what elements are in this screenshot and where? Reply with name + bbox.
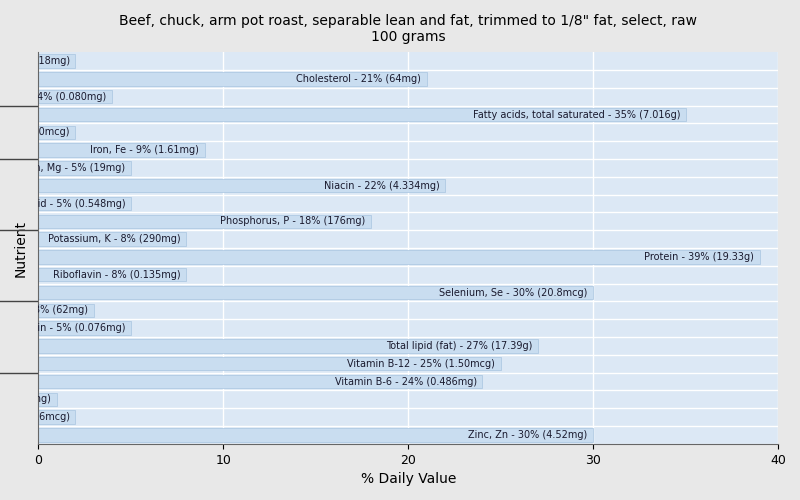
Bar xyxy=(38,286,594,299)
Text: Vitamin B-6 - 24% (0.486mg): Vitamin B-6 - 24% (0.486mg) xyxy=(334,376,477,386)
Bar xyxy=(38,410,75,424)
Text: Riboflavin - 8% (0.135mg): Riboflavin - 8% (0.135mg) xyxy=(53,270,181,280)
Text: Niacin - 22% (4.334mg): Niacin - 22% (4.334mg) xyxy=(324,180,440,190)
Bar xyxy=(38,357,501,370)
Text: Zinc, Zn - 30% (4.52mg): Zinc, Zn - 30% (4.52mg) xyxy=(469,430,588,440)
Text: Vitamin B-12 - 25% (1.50mcg): Vitamin B-12 - 25% (1.50mcg) xyxy=(347,358,495,368)
Text: Vitamin K (phylloquinone) - 2% (1.6mcg): Vitamin K (phylloquinone) - 2% (1.6mcg) xyxy=(0,412,70,422)
Bar xyxy=(38,179,446,192)
Bar xyxy=(38,54,75,68)
Text: Calcium, Ca - 2% (18mg): Calcium, Ca - 2% (18mg) xyxy=(0,56,70,66)
Text: Thiamin - 5% (0.076mg): Thiamin - 5% (0.076mg) xyxy=(6,323,126,333)
Text: Iron, Fe - 9% (1.61mg): Iron, Fe - 9% (1.61mg) xyxy=(90,145,199,155)
Bar xyxy=(38,428,594,442)
Bar xyxy=(38,232,186,246)
Bar xyxy=(38,268,186,281)
Bar xyxy=(38,90,112,104)
Text: Pantothenic acid - 5% (0.548mg): Pantothenic acid - 5% (0.548mg) xyxy=(0,198,126,208)
Bar xyxy=(38,72,426,86)
Bar xyxy=(38,214,371,228)
Text: Fatty acids, total saturated - 35% (7.016g): Fatty acids, total saturated - 35% (7.01… xyxy=(473,110,680,120)
Text: Phosphorus, P - 18% (176mg): Phosphorus, P - 18% (176mg) xyxy=(221,216,366,226)
Text: Sodium, Na - 3% (62mg): Sodium, Na - 3% (62mg) xyxy=(0,306,88,316)
Bar xyxy=(38,375,482,388)
Title: Beef, chuck, arm pot roast, separable lean and fat, trimmed to 1/8" fat, select,: Beef, chuck, arm pot roast, separable le… xyxy=(119,14,698,44)
X-axis label: % Daily Value: % Daily Value xyxy=(361,472,456,486)
Bar xyxy=(38,197,130,210)
Text: Magnesium, Mg - 5% (19mg): Magnesium, Mg - 5% (19mg) xyxy=(0,163,126,173)
Bar xyxy=(38,144,205,157)
Bar xyxy=(38,339,538,352)
Bar xyxy=(38,322,130,335)
Text: Selenium, Se - 30% (20.8mcg): Selenium, Se - 30% (20.8mcg) xyxy=(439,288,588,298)
Bar xyxy=(38,108,686,121)
Text: Protein - 39% (19.33g): Protein - 39% (19.33g) xyxy=(644,252,754,262)
Text: Cholesterol - 21% (64mg): Cholesterol - 21% (64mg) xyxy=(296,74,421,84)
Text: Copper, Cu - 4% (0.080mg): Copper, Cu - 4% (0.080mg) xyxy=(0,92,106,102)
Text: Vitamin E (alpha-tocopherol) - 1% (0.40mg): Vitamin E (alpha-tocopherol) - 1% (0.40m… xyxy=(0,394,51,404)
Y-axis label: Nutrient: Nutrient xyxy=(14,220,28,276)
Bar xyxy=(38,161,130,174)
Text: Folate, total - 2% (10mcg): Folate, total - 2% (10mcg) xyxy=(0,128,70,138)
Bar xyxy=(38,392,57,406)
Bar xyxy=(38,250,760,264)
Bar xyxy=(38,304,94,317)
Text: Potassium, K - 8% (290mg): Potassium, K - 8% (290mg) xyxy=(48,234,181,244)
Bar xyxy=(38,126,75,139)
Text: Total lipid (fat) - 27% (17.39g): Total lipid (fat) - 27% (17.39g) xyxy=(386,341,532,351)
